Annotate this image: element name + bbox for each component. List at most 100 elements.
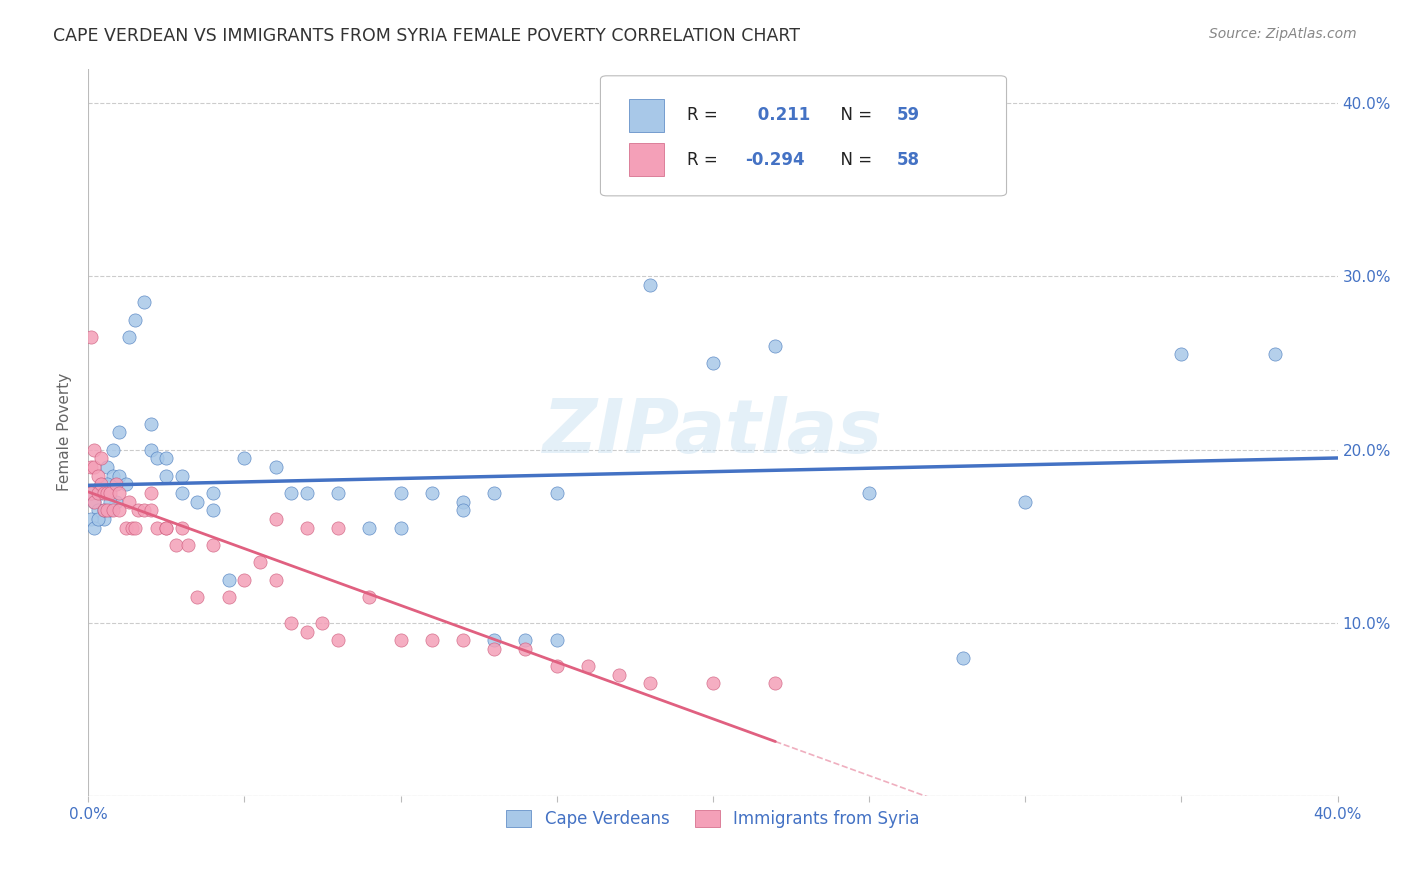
Text: CAPE VERDEAN VS IMMIGRANTS FROM SYRIA FEMALE POVERTY CORRELATION CHART: CAPE VERDEAN VS IMMIGRANTS FROM SYRIA FE…: [53, 27, 800, 45]
Point: [139, 417, 162, 431]
Point: [83, 459, 105, 474]
Point: [83, 494, 105, 508]
Point: [90, 451, 112, 466]
Point: [93, 512, 115, 526]
Point: [83, 442, 105, 457]
Point: [139, 503, 162, 517]
Point: [546, 659, 568, 673]
Point: [389, 633, 412, 648]
Point: [295, 624, 318, 639]
Point: [1014, 494, 1036, 508]
Point: [146, 451, 169, 466]
Text: Source: ZipAtlas.com: Source: ZipAtlas.com: [1209, 27, 1357, 41]
Point: [295, 486, 318, 500]
Point: [451, 494, 474, 508]
Point: [105, 477, 128, 491]
Point: [96, 477, 118, 491]
Point: [233, 573, 256, 587]
Point: [118, 330, 141, 344]
Point: [124, 520, 146, 534]
Point: [389, 520, 412, 534]
Legend: Cape Verdeans, Immigrants from Syria: Cape Verdeans, Immigrants from Syria: [499, 804, 927, 835]
Point: [108, 425, 131, 440]
Point: [218, 590, 240, 604]
Text: R =: R =: [686, 151, 723, 169]
Point: [86, 486, 108, 500]
Point: [98, 503, 121, 517]
Point: [1264, 347, 1286, 361]
Point: [858, 486, 880, 500]
Point: [451, 633, 474, 648]
Point: [134, 295, 156, 310]
Point: [108, 468, 131, 483]
Text: ZIPatlas: ZIPatlas: [543, 396, 883, 469]
Point: [546, 486, 568, 500]
Point: [484, 633, 506, 648]
Text: 59: 59: [897, 106, 920, 125]
Point: [389, 486, 412, 500]
Point: [359, 520, 381, 534]
Point: [326, 633, 349, 648]
FancyBboxPatch shape: [628, 99, 664, 132]
Point: [170, 520, 193, 534]
Point: [80, 486, 103, 500]
Point: [114, 477, 136, 491]
FancyBboxPatch shape: [628, 144, 664, 177]
Point: [186, 590, 208, 604]
Point: [763, 339, 786, 353]
Point: [640, 676, 662, 690]
FancyBboxPatch shape: [600, 76, 1007, 196]
Point: [202, 538, 225, 552]
Point: [90, 477, 112, 491]
Point: [546, 633, 568, 648]
Point: [451, 503, 474, 517]
Point: [155, 520, 177, 534]
Point: [202, 503, 225, 517]
Point: [326, 486, 349, 500]
Point: [702, 356, 724, 370]
Point: [98, 494, 121, 508]
Point: [83, 494, 105, 508]
Point: [155, 520, 177, 534]
Point: [90, 486, 112, 500]
Point: [326, 520, 349, 534]
Point: [134, 503, 156, 517]
Point: [114, 520, 136, 534]
Point: [295, 520, 318, 534]
Point: [118, 494, 141, 508]
Point: [139, 486, 162, 500]
Point: [105, 477, 128, 491]
Point: [80, 512, 103, 526]
Text: -0.294: -0.294: [745, 151, 806, 169]
Y-axis label: Female Poverty: Female Poverty: [58, 373, 72, 491]
Point: [576, 659, 599, 673]
Point: [83, 520, 105, 534]
Point: [108, 503, 131, 517]
Point: [101, 442, 124, 457]
Point: [105, 494, 128, 508]
Point: [202, 486, 225, 500]
Text: N =: N =: [831, 106, 877, 125]
Point: [101, 468, 124, 483]
Point: [186, 494, 208, 508]
Point: [177, 538, 200, 552]
Point: [233, 451, 256, 466]
Point: [170, 486, 193, 500]
Point: [515, 633, 537, 648]
Point: [93, 503, 115, 517]
Point: [108, 486, 131, 500]
Point: [86, 512, 108, 526]
Text: N =: N =: [831, 151, 877, 169]
Point: [80, 330, 103, 344]
Point: [170, 468, 193, 483]
Point: [640, 278, 662, 293]
Point: [90, 477, 112, 491]
Point: [280, 615, 302, 630]
Point: [98, 486, 121, 500]
Point: [249, 555, 271, 569]
Point: [763, 676, 786, 690]
Point: [952, 650, 974, 665]
Point: [139, 442, 162, 457]
Point: [96, 459, 118, 474]
Point: [264, 512, 287, 526]
